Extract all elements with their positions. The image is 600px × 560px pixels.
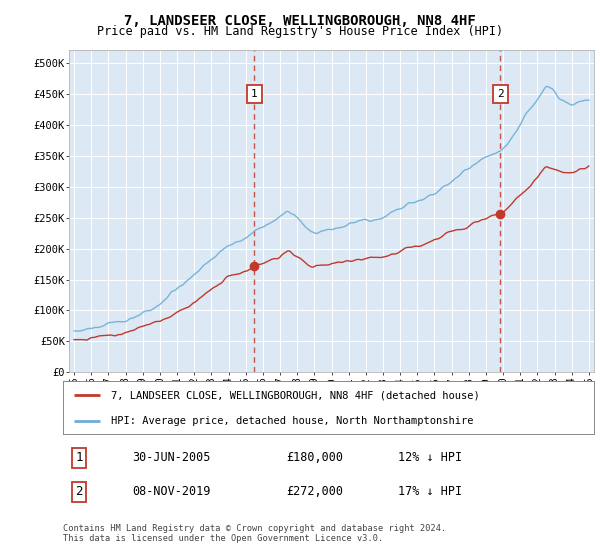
- Text: 30-JUN-2005: 30-JUN-2005: [132, 451, 211, 464]
- Text: 7, LANDSEER CLOSE, WELLINGBOROUGH, NN8 4HF (detached house): 7, LANDSEER CLOSE, WELLINGBOROUGH, NN8 4…: [111, 390, 479, 400]
- Text: 1: 1: [75, 451, 83, 464]
- Text: £180,000: £180,000: [286, 451, 343, 464]
- Text: 2: 2: [497, 88, 504, 99]
- Text: 2: 2: [75, 485, 83, 498]
- Text: Price paid vs. HM Land Registry's House Price Index (HPI): Price paid vs. HM Land Registry's House …: [97, 25, 503, 38]
- Text: £272,000: £272,000: [286, 485, 343, 498]
- Text: 17% ↓ HPI: 17% ↓ HPI: [398, 485, 461, 498]
- Text: Contains HM Land Registry data © Crown copyright and database right 2024.
This d: Contains HM Land Registry data © Crown c…: [63, 524, 446, 543]
- Text: HPI: Average price, detached house, North Northamptonshire: HPI: Average price, detached house, Nort…: [111, 416, 473, 426]
- Text: 08-NOV-2019: 08-NOV-2019: [132, 485, 211, 498]
- Text: 1: 1: [251, 88, 257, 99]
- Text: 7, LANDSEER CLOSE, WELLINGBOROUGH, NN8 4HF: 7, LANDSEER CLOSE, WELLINGBOROUGH, NN8 4…: [124, 14, 476, 28]
- Text: 12% ↓ HPI: 12% ↓ HPI: [398, 451, 461, 464]
